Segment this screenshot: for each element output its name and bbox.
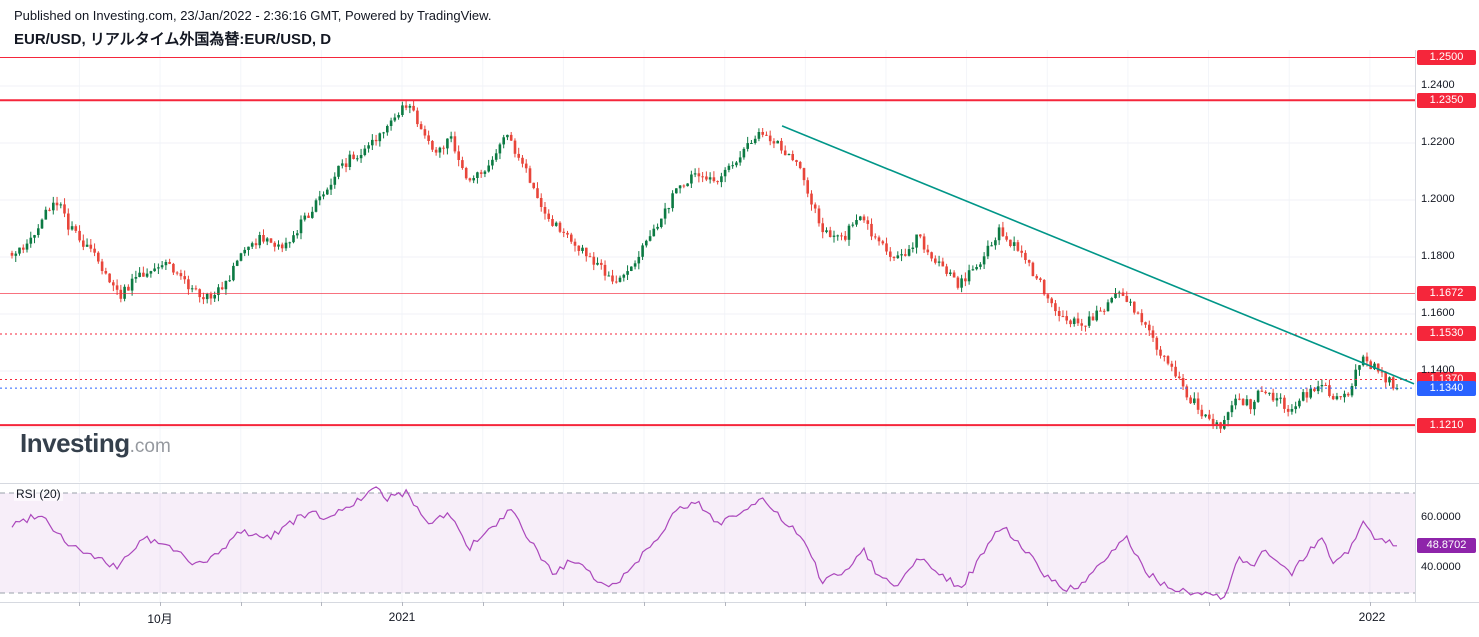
- rsi-chart-canvas[interactable]: [0, 484, 1415, 602]
- rsi-band: [0, 493, 1415, 593]
- price-axis-label: 1.1600: [1421, 307, 1455, 319]
- price-line-label[interactable]: 1.2500: [1417, 50, 1476, 65]
- price-axis-label: 1.2000: [1421, 193, 1455, 205]
- time-axis-separator: [0, 602, 1479, 603]
- rsi-axis-label: 40.0000: [1421, 561, 1461, 573]
- descending-trendline[interactable]: [781, 125, 1415, 385]
- price-line-label[interactable]: 1.2350: [1417, 93, 1476, 108]
- current-price-label[interactable]: 1.1340: [1417, 381, 1476, 396]
- price-chart-canvas[interactable]: [0, 50, 1415, 482]
- time-axis-label[interactable]: 2022: [1358, 610, 1386, 624]
- price-line-label[interactable]: 1.1210: [1417, 418, 1476, 433]
- price-axis-label: 1.1800: [1421, 250, 1455, 262]
- time-axis-label[interactable]: 2021: [388, 610, 416, 624]
- pane-separator[interactable]: [0, 483, 1479, 484]
- price-line-label[interactable]: 1.1672: [1417, 286, 1476, 301]
- price-axis-label: 1.2400: [1421, 79, 1455, 91]
- price-axis-separator: [1415, 50, 1416, 602]
- rsi-axis-label: 60.0000: [1421, 511, 1461, 523]
- price-grid: [0, 50, 1415, 482]
- investing-logo: Investing.com: [20, 428, 171, 459]
- chart-title: EUR/USD, リアルタイム外国為替:EUR/USD, D: [14, 31, 332, 48]
- price-line-label[interactable]: 1.1370: [1417, 372, 1476, 387]
- time-axis-label[interactable]: 10月: [147, 612, 173, 626]
- price-axis-label: 1.1400: [1421, 364, 1455, 376]
- price-axis-label: 1.2200: [1421, 136, 1455, 148]
- rsi-value-label: 48.8702: [1417, 538, 1476, 553]
- published-line: Published on Investing.com, 23/Jan/2022 …: [14, 8, 492, 23]
- rsi-line: [11, 486, 1397, 600]
- logo-tld: .com: [129, 436, 171, 457]
- candlestick-series: [10, 99, 1399, 433]
- horizontal-price-lines[interactable]: [0, 57, 1415, 427]
- rsi-indicator-label[interactable]: RSI (20): [14, 487, 63, 501]
- logo-name: Investing: [20, 428, 130, 458]
- price-line-label[interactable]: 1.1530: [1417, 326, 1476, 341]
